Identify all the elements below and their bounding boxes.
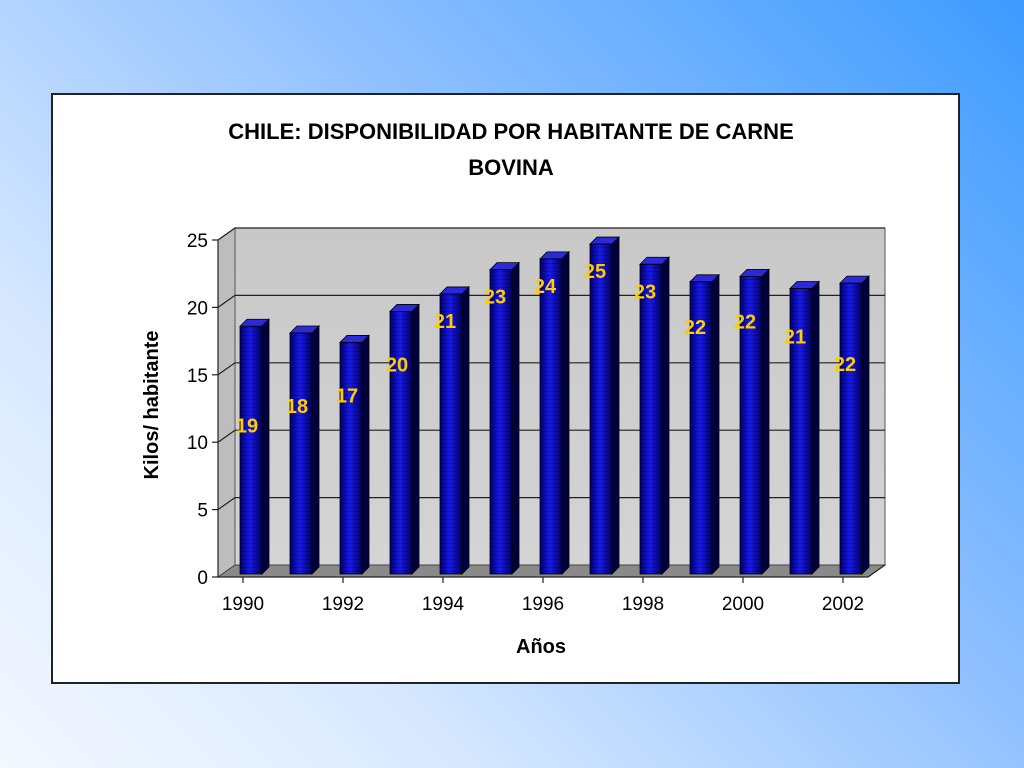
y-tick-label: 25 [187, 231, 208, 252]
x-tick-label: 2000 [722, 594, 764, 615]
data-label: 22 [734, 311, 756, 333]
y-tick-label: 5 [197, 501, 208, 522]
data-label: 22 [834, 354, 856, 376]
y-tick-label: 10 [187, 433, 208, 454]
bar-texture [590, 244, 612, 574]
bar-texture [490, 269, 512, 574]
bar-side [411, 303, 420, 575]
chart-title-line1: CHILE: DISPONIBILIDAD POR HABITANTE DE C… [228, 119, 794, 144]
data-label: 24 [534, 276, 557, 298]
bar-side [261, 318, 270, 575]
bar-side [761, 268, 770, 575]
gridline [217, 227, 885, 241]
bar-side [711, 273, 720, 575]
bar-texture [790, 288, 812, 574]
bar-texture [640, 264, 662, 574]
plot-area: 0 5 10 15 20 25 1990 1992 1994 1996 1998 2000 2002 19… [187, 227, 887, 615]
bar-texture [390, 311, 412, 574]
bar-texture [740, 276, 762, 574]
bar-side [361, 334, 370, 575]
data-label: 18 [286, 396, 308, 418]
bar-texture [540, 258, 562, 574]
x-tick-label: 1996 [522, 594, 564, 615]
bar-texture [340, 342, 362, 574]
chart-title-line2: BOVINA [468, 155, 554, 180]
bar-side [811, 280, 820, 575]
data-label: 17 [336, 385, 358, 407]
bar-texture [440, 293, 462, 574]
data-label: 19 [236, 415, 258, 437]
data-label: 23 [634, 281, 656, 303]
bar-texture [840, 283, 862, 574]
bar-side [611, 236, 620, 575]
y-tick-label: 15 [187, 366, 208, 387]
x-tick-label: 1990 [222, 594, 264, 615]
bar-side [511, 261, 520, 575]
y-axis-title: Kilos/ habitante [141, 331, 163, 480]
bar-side [461, 285, 470, 575]
x-axis-title: Años [516, 636, 566, 658]
x-tick-label: 1994 [422, 594, 465, 615]
data-label: 20 [386, 354, 408, 376]
bar-chart: CHILE: DISPONIBILIDAD POR HABITANTE DE C… [141, 119, 887, 658]
x-tick-label: 1998 [622, 594, 664, 615]
bar-texture [240, 326, 262, 574]
x-tick-label: 2002 [822, 594, 864, 615]
y-tick-label: 20 [187, 298, 208, 319]
data-label: 22 [684, 317, 706, 339]
data-label: 21 [434, 311, 456, 333]
bar-side [861, 275, 870, 575]
bar-texture [690, 281, 712, 574]
side-wall [217, 227, 236, 578]
bar-side [661, 256, 670, 575]
bar-side [561, 250, 570, 575]
x-axis-corner [867, 564, 886, 578]
y-tick-label: 0 [197, 568, 208, 589]
bar-texture [290, 333, 312, 574]
x-tick-label: 1992 [322, 594, 364, 615]
data-label: 21 [784, 327, 806, 349]
data-label: 25 [584, 261, 606, 283]
chart-frame: CHILE: DISPONIBILIDAD POR HABITANTE DE C… [51, 93, 960, 684]
data-label: 23 [484, 287, 506, 309]
bar-side [311, 325, 320, 575]
